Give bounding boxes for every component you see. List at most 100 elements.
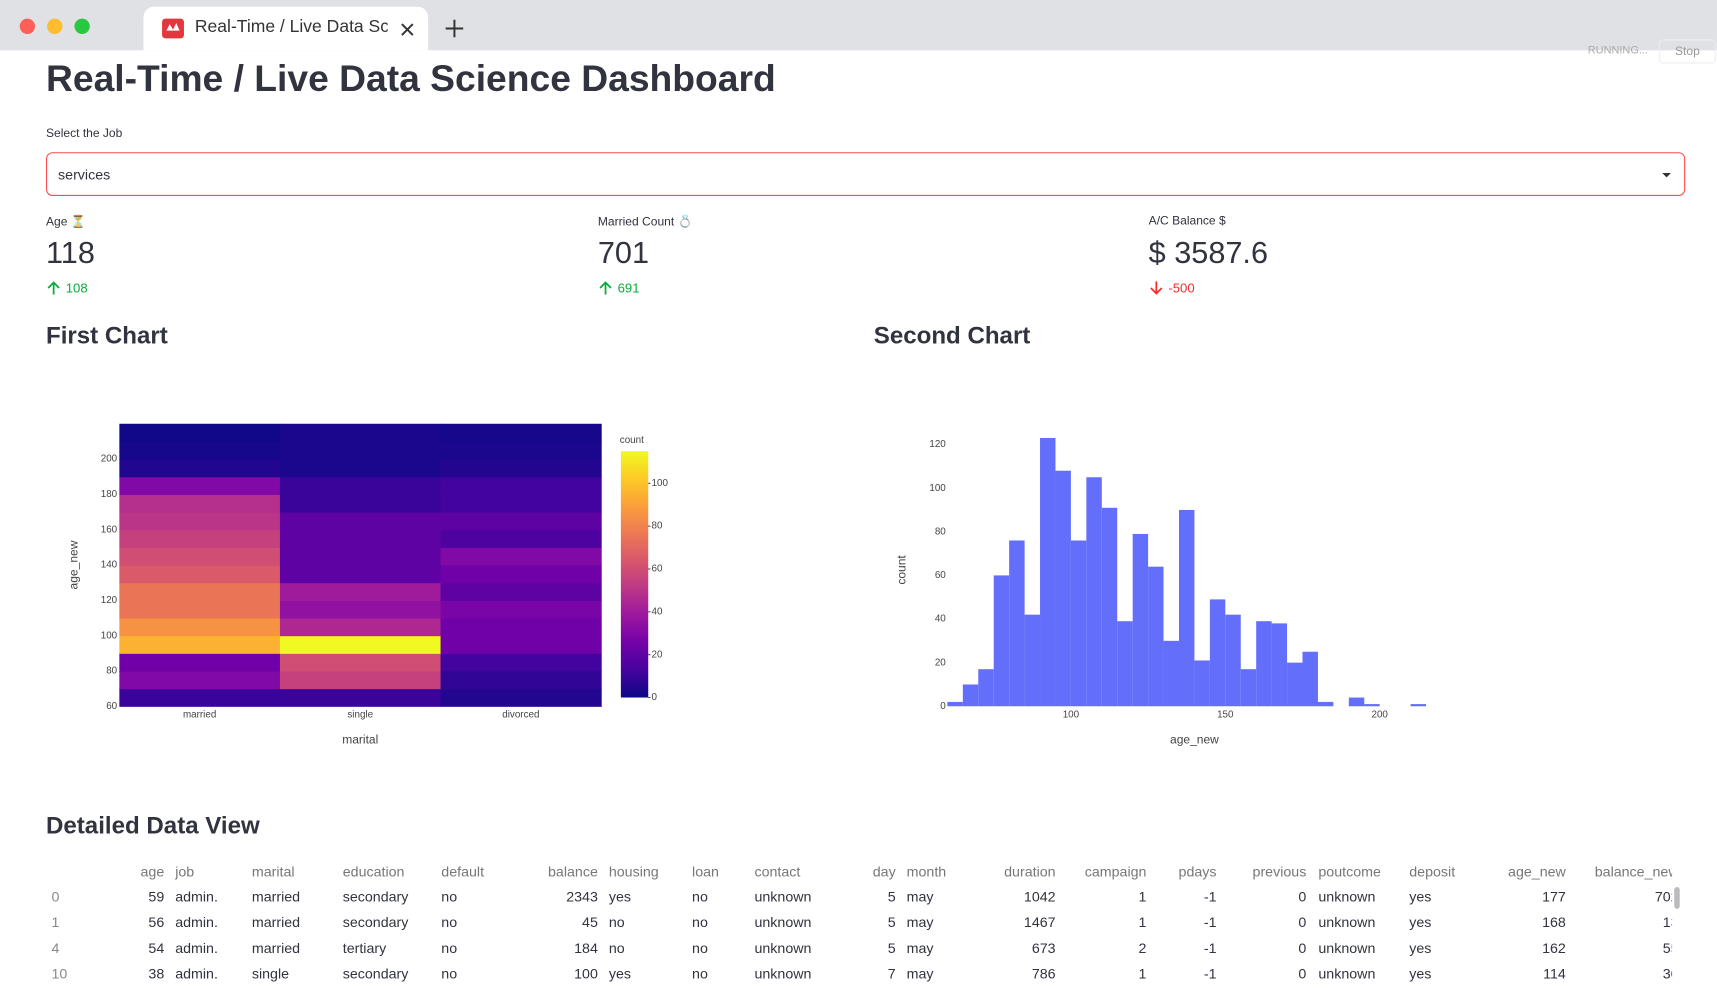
table-cell: 0 (1298, 939, 1307, 957)
histogram-bar (1209, 599, 1226, 707)
histogram-bar (1040, 437, 1056, 707)
metric-label: A/C Balance $ (1148, 214, 1226, 228)
table-cell: admin. (175, 939, 218, 957)
heatmap-cell (440, 635, 602, 654)
table-cell: 1 (1138, 914, 1147, 931)
y-tick-label: 120 (101, 595, 118, 606)
row-index: 1 (51, 914, 60, 931)
heatmap-cell (440, 617, 602, 637)
table-cell: 1 (1138, 888, 1147, 906)
histogram-bar (947, 701, 963, 707)
table-cell: 114 (1543, 965, 1566, 982)
charts: First Chart6080100120140160180200married… (46, 323, 1427, 746)
delta-arrow (47, 281, 60, 295)
histogram-bar (1117, 621, 1133, 707)
table-cell: may (906, 939, 934, 957)
heatmap-cell (440, 565, 602, 584)
column-header: deposit (1409, 863, 1456, 880)
new-tab[interactable] (445, 19, 465, 39)
metric-value: 701 (597, 235, 650, 270)
heatmap-cell (440, 582, 602, 601)
histogram-bar (1256, 621, 1272, 707)
table-cell: 2 (1138, 939, 1147, 957)
table-cell: 59 (148, 888, 165, 906)
table-cell: no (608, 939, 625, 957)
browser-bar: Real-Time / Live Data Science Dashboard (0, 0, 1717, 51)
heatmap-cell (440, 441, 602, 460)
histogram-bar (1225, 614, 1241, 707)
histogram-bar (1364, 704, 1380, 707)
heatmap-cell (119, 512, 281, 531)
heatmap-cell (279, 617, 442, 637)
table-cell: 100 (574, 965, 598, 982)
table-cell: no (692, 939, 708, 957)
histogram-bar (1024, 614, 1041, 707)
histogram-bar (1271, 623, 1288, 707)
colorbar-tick-label: 100 (652, 478, 669, 489)
table-cell: 38 (148, 965, 165, 982)
y-tick-label: 40 (935, 614, 946, 625)
table-cell: 673 (1031, 939, 1056, 957)
y-tick-label: 160 (101, 524, 118, 535)
browser-tab[interactable]: Real-Time / Live Data Science Dashboard (143, 6, 429, 51)
column-header: poutcome (1318, 863, 1381, 880)
maximize-button[interactable] (74, 18, 90, 34)
table-cell: secondary (342, 965, 409, 982)
heatmap-cell (440, 688, 602, 707)
delta-arrow (599, 281, 612, 295)
metric-label: Age ⏳ (45, 215, 86, 229)
table-cell: 162 (1542, 939, 1566, 957)
table-cell: may (906, 965, 934, 982)
stop-button[interactable]: Stop (1658, 39, 1716, 64)
colorbar-title: count (620, 435, 644, 446)
table-cell: 168 (1542, 914, 1566, 931)
table-cell: 2343 (566, 888, 598, 906)
heatmap-cell (440, 423, 602, 442)
colorbar (620, 451, 649, 698)
table-cell: no (441, 914, 458, 931)
column-header: balance (547, 863, 598, 880)
metric-label: Married Count 💍 (597, 215, 693, 229)
chart-title: Second Chart (874, 323, 1031, 350)
heatmap-cell (119, 670, 281, 690)
tab-title: Real-Time / Live Data Science Dashboard (194, 17, 388, 37)
table-cell: no (441, 965, 458, 982)
histogram-bar (1009, 540, 1025, 707)
column-header: campaign (1084, 863, 1147, 880)
table-cell: 30 (1662, 965, 1672, 982)
column-header: marital (251, 863, 295, 880)
column-header: previous (1252, 863, 1307, 880)
heatmap-cell (119, 653, 281, 672)
heatmap-cell (440, 600, 602, 619)
tab-close[interactable] (400, 22, 415, 37)
heatmap-cell (279, 476, 442, 495)
metric-delta: 691 (617, 280, 640, 296)
table-cell: unknown (754, 888, 812, 906)
histogram-bar (1302, 651, 1318, 707)
heatmap-cell (279, 529, 442, 548)
heatmap-cell (119, 600, 281, 619)
table-cell: no (608, 914, 625, 931)
histogram-bar (1194, 660, 1210, 707)
table-cell: yes (1409, 939, 1432, 957)
heatmap-cell (279, 565, 442, 584)
histogram-bar (1287, 662, 1303, 707)
heatmap-cell (440, 547, 602, 566)
table-cell: tertiary (342, 939, 387, 957)
table-cell: no (441, 939, 458, 957)
heatmap-cell (440, 476, 602, 495)
column-header: age (140, 863, 165, 880)
table-cell: unknown (754, 965, 812, 982)
job-select[interactable]: services (45, 152, 1686, 197)
heatmap-cell (440, 529, 602, 548)
close-button[interactable] (19, 18, 36, 34)
minimize-button[interactable] (47, 18, 63, 34)
table-cell: -1 (1203, 965, 1217, 982)
table-cell: 1042 (1023, 888, 1056, 906)
heatmap-cell (119, 547, 281, 566)
x-tick-label: 200 (1371, 710, 1388, 721)
scrollbar[interactable] (1674, 886, 1680, 909)
window-controls (19, 18, 90, 34)
heatmap-cell (440, 653, 602, 672)
